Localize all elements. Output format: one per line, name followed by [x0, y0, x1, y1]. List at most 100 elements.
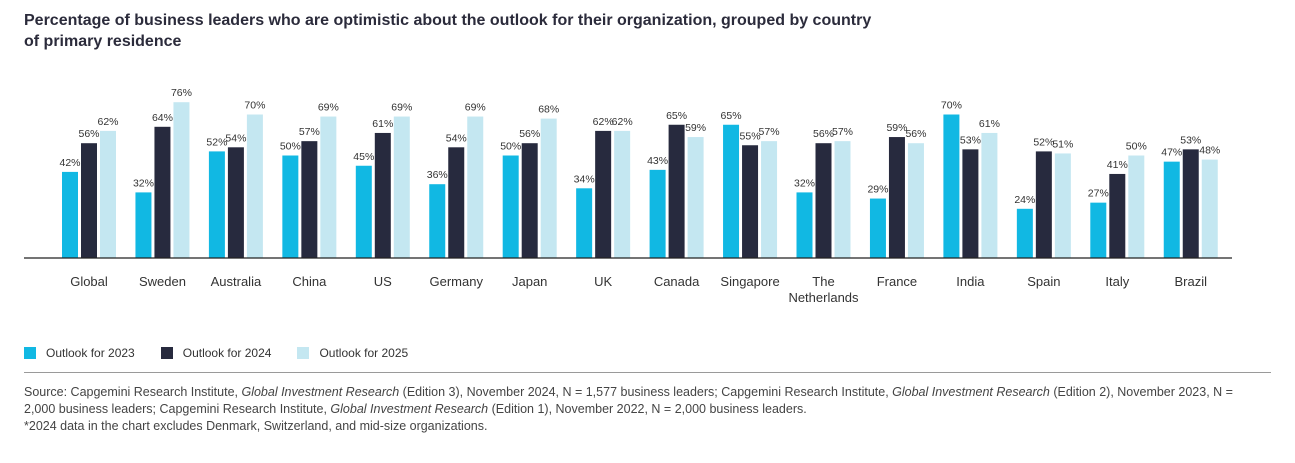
data-label-italy-2025: 50%	[1126, 141, 1147, 153]
bar-india-2025	[981, 132, 998, 258]
bar-japan-2023	[502, 155, 519, 258]
bar-global-2023	[62, 171, 78, 258]
bar-us-2023	[355, 165, 372, 258]
data-label-france-2024: 59%	[886, 122, 907, 134]
bar-canada-2023	[649, 169, 666, 258]
data-label-china-2024: 57%	[299, 126, 320, 138]
data-label-germany-2023: 36%	[427, 169, 448, 181]
source-note: Source: Capgemini Research Institute, Gl…	[24, 384, 1264, 435]
bar-us-2024	[374, 132, 391, 258]
bar-singapore-2025	[761, 141, 778, 258]
data-label-australia-2025: 70%	[244, 100, 265, 112]
data-label-sweden-2024: 64%	[152, 112, 173, 124]
data-label-italy-2024: 41%	[1107, 159, 1128, 171]
bar-italy-2023	[1090, 202, 1107, 258]
legend-item-2025: Outlook for 2025	[297, 346, 408, 360]
legend-item-2024: Outlook for 2024	[160, 346, 272, 360]
bar-japan-2025	[540, 118, 557, 258]
data-label-the-netherlands-2025: 57%	[832, 126, 853, 138]
bar-germany-2023	[429, 184, 446, 258]
bar-the-netherlands-2023	[796, 192, 813, 258]
category-label: Canada	[654, 274, 700, 289]
bar-global-2025	[100, 130, 116, 258]
bar-france-2023	[869, 198, 886, 258]
data-label-global-2025: 62%	[97, 116, 118, 128]
data-label-india-2025: 61%	[979, 118, 1000, 130]
bar-sweden-2025	[173, 102, 190, 258]
data-label-the-netherlands-2023: 32%	[794, 177, 815, 189]
data-label-canada-2024: 65%	[666, 110, 687, 122]
legend-swatch-2024	[160, 347, 173, 359]
bar-china-2024	[301, 141, 318, 258]
category-label: China	[292, 274, 327, 289]
bar-brazil-2024	[1182, 149, 1199, 258]
category-label: Global	[70, 274, 108, 289]
bar-uk-2025	[614, 130, 631, 258]
data-label-us-2023: 45%	[353, 151, 374, 163]
category-label: Sweden	[139, 274, 186, 289]
bar-spain-2024	[1035, 151, 1052, 258]
bar-global-2024	[81, 143, 97, 258]
data-label-uk-2025: 62%	[612, 116, 633, 128]
data-label-us-2025: 69%	[391, 102, 412, 114]
bar-india-2023	[943, 114, 960, 258]
bar-japan-2024	[521, 143, 538, 258]
data-label-uk-2023: 34%	[574, 173, 595, 185]
data-label-japan-2025: 68%	[538, 104, 559, 116]
data-label-japan-2024: 56%	[519, 128, 540, 140]
bar-australia-2024	[227, 147, 244, 258]
bar-italy-2024	[1109, 173, 1126, 258]
data-label-sweden-2023: 32%	[133, 177, 154, 189]
bar-sweden-2023	[135, 192, 152, 258]
data-label-canada-2025: 59%	[685, 122, 706, 134]
data-label-global-2023: 42%	[59, 157, 80, 169]
legend-swatch-2023	[24, 347, 36, 359]
bar-canada-2024	[668, 124, 685, 258]
bar-uk-2024	[595, 130, 612, 258]
bar-brazil-2023	[1163, 161, 1180, 258]
bar-the-netherlands-2024	[815, 143, 832, 258]
bar-brazil-2025	[1201, 159, 1218, 258]
data-label-italy-2023: 27%	[1088, 188, 1109, 200]
data-label-the-netherlands-2024: 56%	[813, 128, 834, 140]
data-label-india-2024: 53%	[960, 134, 981, 146]
data-label-global-2024: 56%	[78, 128, 99, 140]
legend-label-2023: Outlook for 2023	[46, 346, 135, 360]
data-label-spain-2025: 51%	[1052, 138, 1073, 150]
bar-singapore-2023	[723, 124, 740, 258]
category-label: The Netherlands	[788, 274, 859, 305]
bar-italy-2025	[1128, 155, 1145, 258]
category-label: Singapore	[720, 274, 779, 289]
bar-china-2025	[320, 116, 337, 258]
category-label: France	[877, 274, 917, 289]
data-label-australia-2023: 52%	[206, 136, 227, 148]
data-label-singapore-2025: 57%	[759, 126, 780, 138]
bar-germany-2024	[448, 147, 465, 258]
data-label-india-2023: 70%	[941, 100, 962, 112]
data-label-brazil-2025: 48%	[1199, 145, 1220, 157]
data-label-china-2025: 69%	[318, 102, 339, 114]
data-label-sweden-2025: 76%	[171, 87, 192, 99]
category-label: UK	[594, 274, 612, 289]
legend: Outlook for 2023 Outlook for 2024 Outloo…	[24, 346, 408, 360]
data-label-china-2023: 50%	[280, 141, 301, 153]
data-label-brazil-2024: 53%	[1180, 134, 1201, 146]
data-label-singapore-2023: 65%	[721, 110, 742, 122]
data-label-us-2024: 61%	[372, 118, 393, 130]
data-label-uk-2024: 62%	[593, 116, 614, 128]
legend-label-2025: Outlook for 2025	[319, 346, 409, 360]
category-label: Italy	[1105, 274, 1129, 289]
data-label-australia-2024: 54%	[225, 132, 246, 144]
footnote: *2024 data in the chart excludes Denmark…	[24, 419, 488, 433]
bar-uk-2023	[576, 188, 593, 258]
bar-us-2025	[393, 116, 410, 258]
bar-chart: 42%56%62%Global32%64%76%Sweden52%54%70%A…	[24, 87, 1232, 305]
category-label: Australia	[211, 274, 262, 289]
data-label-singapore-2024: 55%	[740, 130, 761, 142]
legend-label-2024: Outlook for 2024	[182, 346, 272, 360]
bar-spain-2023	[1016, 208, 1033, 258]
bar-the-netherlands-2025	[834, 141, 851, 258]
data-label-spain-2024: 52%	[1033, 136, 1054, 148]
bar-australia-2023	[208, 151, 225, 258]
bar-india-2024	[962, 149, 979, 258]
